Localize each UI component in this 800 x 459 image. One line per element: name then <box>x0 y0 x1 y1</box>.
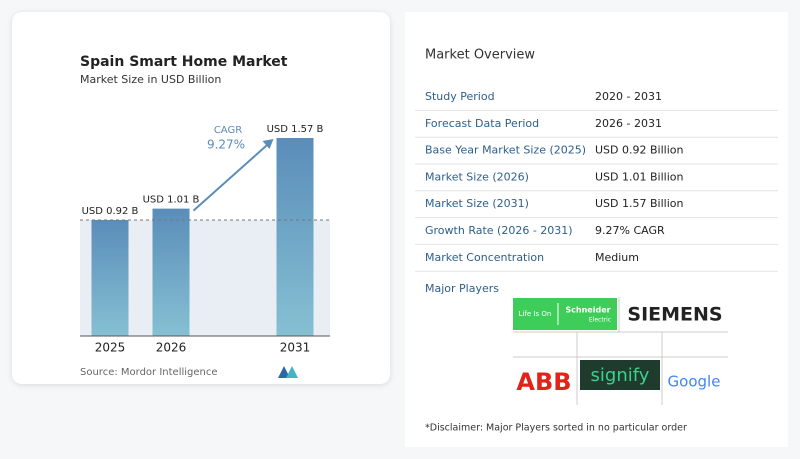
value-label: USD 1.57 B <box>267 124 324 135</box>
annotation: CAGR <box>214 125 242 136</box>
logo-text: Life Is On <box>519 310 552 318</box>
row-value: 9.27% CAGR <box>595 224 665 237</box>
logo-text: signify <box>591 365 650 386</box>
x-tick-label: 2026 <box>156 341 187 355</box>
value-label: USD 0.92 B <box>82 206 139 217</box>
row-label: Base Year Market Size (2025) <box>425 144 586 157</box>
players-title: Major Players <box>425 282 499 295</box>
row-value: USD 0.92 Billion <box>595 144 683 157</box>
logo-text: SIEMENS <box>627 304 722 326</box>
arrow-head <box>262 139 274 149</box>
player-logos: Life Is On Schneider Electric SIEMENS AB… <box>513 297 728 405</box>
source: Source: Mordor Intelligence <box>80 367 218 378</box>
row-label: Market Concentration <box>425 251 544 264</box>
brand-logo <box>278 366 298 378</box>
row-label: Market Size (2031) <box>425 197 529 210</box>
row-label: Growth Rate (2026 - 2031) <box>425 224 573 237</box>
bar <box>276 138 314 336</box>
row-value: 2020 - 2031 <box>595 90 662 103</box>
logo-text: Schneider <box>565 306 610 315</box>
logo-text: Google <box>668 373 721 391</box>
value-label: USD 1.01 B <box>143 195 200 206</box>
logo-text: ABB <box>516 368 571 396</box>
row-label: Forecast Data Period <box>425 117 539 130</box>
row-value: 2026 - 2031 <box>595 117 662 130</box>
cagr-arrow <box>192 141 272 212</box>
row-label: Study Period <box>425 90 495 103</box>
logo-text: Electric <box>589 317 611 324</box>
x-tick-label: 2025 <box>95 341 126 355</box>
row-label: Market Size (2026) <box>425 170 529 183</box>
row-value: USD 1.57 Billion <box>595 197 683 210</box>
row-value: Medium <box>595 251 639 264</box>
bar <box>91 219 129 336</box>
chart-title: Spain Smart Home Market <box>80 54 288 70</box>
bar <box>152 208 190 336</box>
disclaimer: *Disclaimer: Major Players sorted in no … <box>425 423 687 434</box>
chart-subtitle: Market Size in USD Billion <box>80 73 221 86</box>
row-value: USD 1.01 Billion <box>595 170 683 183</box>
x-tick-label: 2031 <box>280 341 311 355</box>
overview-title: Market Overview <box>425 48 535 63</box>
annotation: 9.27% <box>207 138 245 152</box>
